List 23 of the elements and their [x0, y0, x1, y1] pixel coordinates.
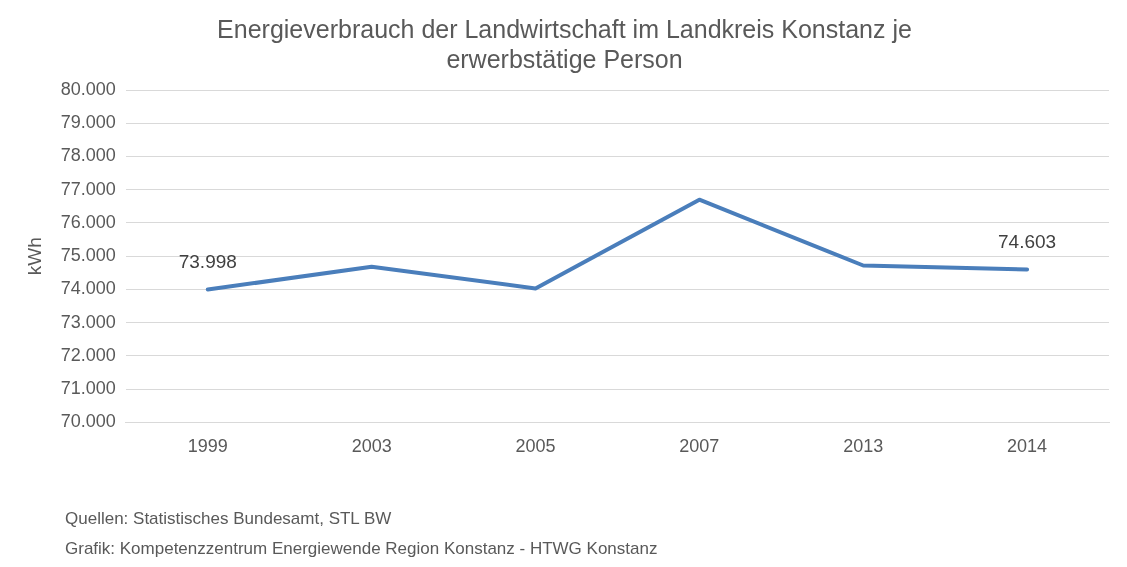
x-tick-label: 1999: [187, 436, 228, 457]
y-tick-label: 76.000: [60, 211, 116, 232]
y-tick-label: 74.000: [60, 278, 116, 299]
y-tick-label: 75.000: [60, 245, 116, 266]
source-note: Quellen: Statistisches Bundesamt, STL BW: [65, 508, 392, 528]
y-tick-label: 70.000: [60, 411, 116, 432]
chart-title: Energieverbrauch der Landwirtschaft im Landkreis Konstanz je erwerbstätige Person: [217, 14, 912, 73]
text: Grafik: Kompetenzzentrum Energiewende Region Konstanz - HTWG Konstanz: [65, 538, 658, 558]
data-label: 73.998: [178, 251, 237, 273]
x-tick-label: 2005: [515, 436, 556, 457]
y-tick-label: 79.000: [60, 112, 116, 133]
y-tick-label: 78.000: [60, 145, 116, 166]
y-tick-label: 77.000: [60, 178, 116, 199]
x-tick-label: 2014: [1007, 436, 1048, 457]
x-tick-label: 2007: [679, 436, 720, 457]
x-tick-label: 2013: [843, 436, 884, 457]
y-tick-label: 72.000: [60, 344, 116, 365]
y-tick-label: 73.000: [60, 311, 116, 332]
data-label: 74.603: [998, 231, 1057, 253]
y-axis-title: kWh: [23, 237, 45, 276]
y-tick-label: 80.000: [60, 78, 116, 99]
y-tick-label: 71.000: [60, 378, 116, 399]
x-tick-label: 2003: [351, 436, 392, 457]
